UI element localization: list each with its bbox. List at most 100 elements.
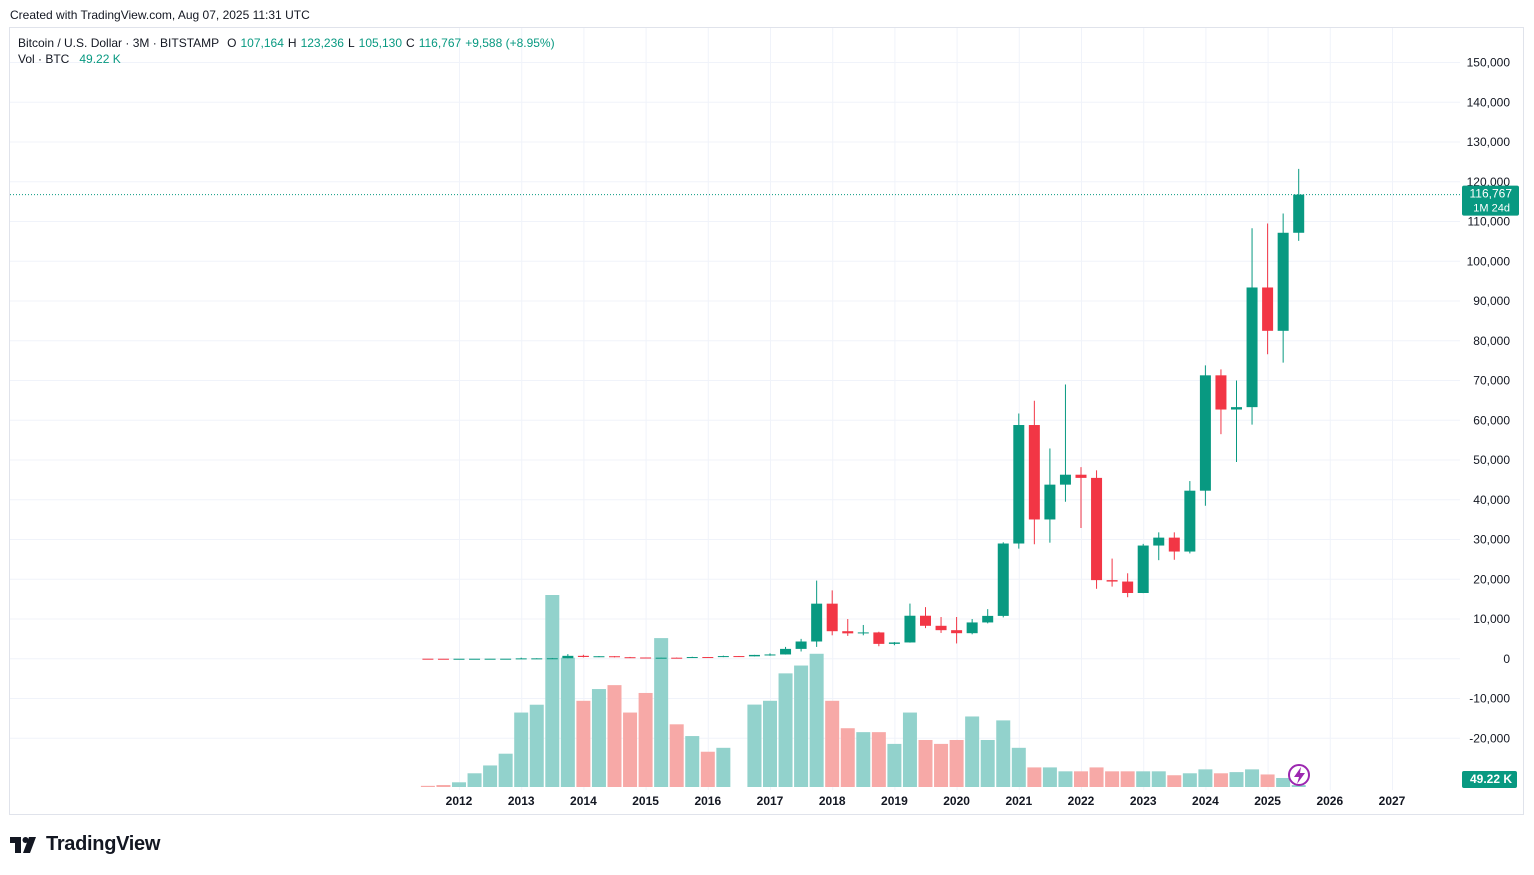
candle-body [826, 603, 838, 632]
y-tick-label: 140,000 [1467, 95, 1511, 109]
x-tick-label: 2015 [632, 794, 659, 808]
x-tick-label: 2023 [1130, 794, 1157, 808]
candle-body [780, 648, 792, 655]
volume-bar [902, 712, 917, 787]
x-tick-label: 2019 [881, 794, 908, 808]
candle-body [422, 658, 434, 660]
volume-bar [669, 724, 684, 787]
volume-bar [576, 700, 591, 787]
low-label: L [347, 36, 355, 50]
y-tick-label: 20,000 [1473, 572, 1510, 586]
candle-body [904, 615, 916, 643]
candle-body [671, 657, 683, 659]
candle-body [733, 656, 745, 658]
volume-bar [638, 692, 653, 787]
y-tick-label: 50,000 [1473, 453, 1510, 467]
volume-bar [1198, 769, 1213, 787]
candle-body [873, 632, 885, 644]
y-tick-label: 150,000 [1467, 56, 1511, 70]
price-badge-value: 116,767 [1470, 187, 1513, 201]
y-tick-label: -10,000 [1469, 692, 1510, 706]
volume-bar [747, 704, 762, 787]
lightning-icon[interactable] [1288, 764, 1310, 786]
y-tick-label: 60,000 [1473, 413, 1510, 427]
y-tick-label: -20,000 [1469, 731, 1510, 745]
price-badge [1462, 185, 1519, 216]
volume-bar [1120, 771, 1135, 787]
candle-body [609, 656, 620, 658]
volume-bar [1105, 771, 1120, 787]
open-label: O [227, 36, 237, 50]
y-tick-label: 70,000 [1473, 374, 1510, 388]
candle-body [935, 625, 947, 631]
candle-body [1168, 537, 1180, 552]
volume-bar [654, 638, 669, 787]
candle-body [1044, 484, 1056, 520]
volume-bar [934, 743, 949, 787]
volume-bar [965, 716, 980, 787]
high-value: 123,236 [300, 36, 344, 50]
volume-bar [685, 736, 700, 787]
symbol-title[interactable]: Bitcoin / U.S. Dollar · 3M · BITSTAMP [18, 36, 220, 50]
candle-body [1137, 545, 1149, 594]
volume-bar [840, 728, 855, 787]
candle-body [624, 657, 636, 659]
y-tick-label: 40,000 [1473, 493, 1510, 507]
candle-body [795, 641, 807, 649]
volume-bar [560, 657, 575, 787]
volume-bar [1260, 774, 1275, 787]
volume-bar [980, 739, 995, 787]
candle-body [1013, 425, 1025, 544]
volume-bar [1089, 767, 1104, 787]
chart-frame[interactable] [9, 27, 1524, 815]
volume-bar [1151, 771, 1166, 787]
y-tick-label: 80,000 [1473, 334, 1510, 348]
volume-bar [918, 739, 933, 787]
candle-body [1091, 477, 1103, 581]
candle-body [1028, 425, 1040, 520]
volume-bar [607, 685, 622, 787]
volume-bar [700, 751, 715, 787]
candle-body [764, 654, 776, 656]
x-tick-label: 2018 [819, 794, 846, 808]
volume-badge [1462, 771, 1517, 788]
candle-body [1106, 580, 1118, 582]
volume-bar [1276, 777, 1291, 787]
volume-bar [1245, 769, 1260, 787]
x-tick-label: 2022 [1068, 794, 1095, 808]
volume-bars [420, 595, 1306, 787]
open-value: 107,164 [240, 36, 284, 50]
volume-bar [825, 700, 840, 787]
volume-row: Vol · BTC 49.22 K [18, 51, 555, 67]
volume-bar [1167, 775, 1182, 787]
candle-body [702, 657, 714, 659]
x-tick-label: 2027 [1379, 794, 1406, 808]
volume-bar [591, 689, 606, 787]
candle-body [640, 657, 652, 659]
x-tick-label: 2020 [943, 794, 970, 808]
candle-body [920, 615, 931, 626]
candle-body [717, 656, 729, 658]
candle-body [562, 655, 574, 659]
candle-body [951, 630, 963, 634]
volume-bar [809, 653, 824, 787]
change-value: +9,588 (+8.95%) [465, 36, 555, 50]
volume-bar [420, 785, 435, 787]
volume-label[interactable]: Vol · BTC [18, 52, 70, 66]
price-badge-countdown: 1M 24d [1473, 203, 1510, 215]
y-tick-label: 120,000 [1467, 175, 1511, 189]
candle-body [1215, 375, 1227, 410]
candlesticks [422, 168, 1305, 660]
volume-bar [1291, 785, 1306, 787]
x-tick-label: 2013 [508, 794, 535, 808]
volume-bar [498, 753, 513, 787]
y-tick-label: 10,000 [1473, 612, 1510, 626]
axis-badges: 116,767 1M 24d 49.22 K [1288, 185, 1519, 788]
candle-body [1246, 287, 1258, 408]
candle-body [1199, 375, 1211, 491]
volume-bar [514, 712, 529, 787]
candle-body [982, 615, 994, 623]
volume-bar [623, 712, 638, 787]
candle-body [888, 642, 900, 644]
